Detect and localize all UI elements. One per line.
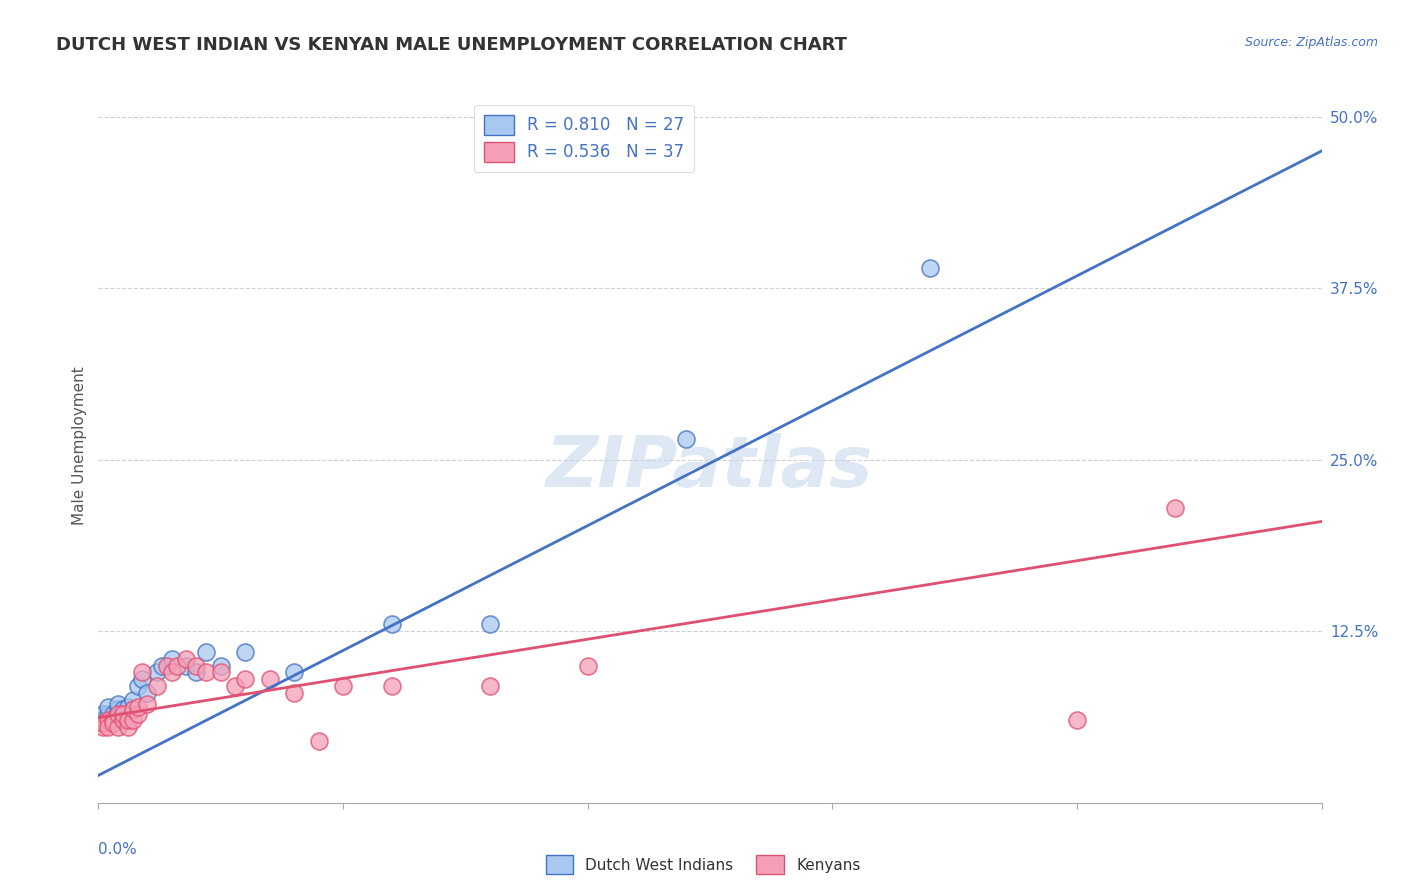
Point: [381, 617, 404, 632]
Point: [176, 658, 198, 673]
Point: [195, 665, 218, 680]
Point: [150, 658, 173, 673]
Text: ZIPatlas: ZIPatlas: [547, 433, 873, 502]
Point: [97, 699, 120, 714]
Point: [101, 716, 124, 731]
Point: [675, 432, 697, 446]
Point: [127, 679, 149, 693]
Point: [107, 720, 129, 734]
Legend: R = 0.810   N = 27, R = 0.536   N = 37: R = 0.810 N = 27, R = 0.536 N = 37: [474, 104, 695, 172]
Point: [107, 706, 129, 721]
Point: [381, 679, 404, 693]
Point: [101, 714, 124, 728]
Point: [156, 658, 179, 673]
Point: [332, 679, 354, 693]
Text: DUTCH WEST INDIAN VS KENYAN MALE UNEMPLOYMENT CORRELATION CHART: DUTCH WEST INDIAN VS KENYAN MALE UNEMPLO…: [56, 36, 848, 54]
Point: [91, 706, 114, 721]
Point: [209, 665, 232, 680]
Point: [91, 714, 114, 728]
Point: [176, 651, 198, 665]
Point: [576, 658, 599, 673]
Point: [127, 699, 149, 714]
Point: [160, 651, 183, 665]
Point: [186, 665, 208, 680]
Point: [131, 665, 153, 680]
Point: [136, 697, 159, 711]
Point: [308, 734, 330, 748]
Y-axis label: Male Unemployment: Male Unemployment: [72, 367, 87, 525]
Text: 0.0%: 0.0%: [98, 842, 138, 857]
Point: [920, 260, 942, 275]
Point: [121, 714, 143, 728]
Point: [97, 706, 120, 721]
Point: [107, 702, 129, 716]
Point: [131, 673, 153, 687]
Point: [107, 697, 129, 711]
Point: [91, 720, 114, 734]
Point: [121, 693, 143, 707]
Point: [478, 679, 501, 693]
Point: [91, 716, 114, 731]
Point: [101, 714, 124, 728]
Point: [195, 645, 218, 659]
Point: [186, 658, 208, 673]
Point: [136, 686, 159, 700]
Point: [160, 665, 183, 680]
Point: [1066, 714, 1088, 728]
Point: [283, 665, 305, 680]
Point: [127, 706, 149, 721]
Point: [117, 714, 139, 728]
Point: [117, 699, 139, 714]
Point: [111, 702, 134, 716]
Point: [146, 679, 169, 693]
Point: [111, 714, 134, 728]
Text: Source: ZipAtlas.com: Source: ZipAtlas.com: [1244, 36, 1378, 49]
Point: [233, 645, 256, 659]
Point: [117, 720, 139, 734]
Point: [209, 658, 232, 673]
Point: [121, 702, 143, 716]
Point: [101, 706, 124, 721]
Point: [166, 658, 188, 673]
Point: [259, 673, 281, 687]
Point: [97, 714, 120, 728]
Point: [478, 617, 501, 632]
Point: [111, 706, 134, 721]
Point: [224, 679, 246, 693]
Point: [97, 720, 120, 734]
Point: [283, 686, 305, 700]
Legend: Dutch West Indians, Kenyans: Dutch West Indians, Kenyans: [540, 849, 866, 880]
Point: [146, 665, 169, 680]
Point: [233, 673, 256, 687]
Point: [1164, 500, 1187, 515]
